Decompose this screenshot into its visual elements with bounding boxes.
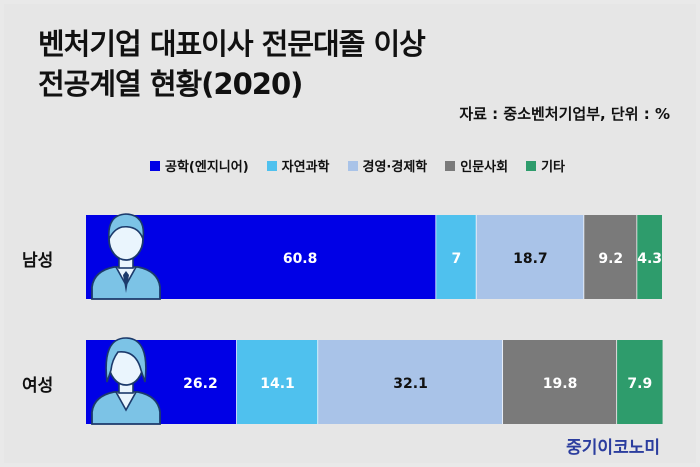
legend-swatch xyxy=(526,160,537,171)
legend: 공학(엔지니어) 자연과학 경영·경제학 인문사회 기타 xyxy=(150,156,565,175)
legend-item-business-economics: 경영·경제학 xyxy=(347,156,428,175)
legend-item-humanities-social: 인문사회 xyxy=(445,156,508,175)
legend-label: 공학(엔지니어) xyxy=(165,160,249,175)
legend-item-engineering: 공학(엔지니어) xyxy=(150,156,249,175)
source-note: 자료 : 중소벤처기업부, 단위 : % xyxy=(459,105,670,123)
bar-segment xyxy=(637,215,662,299)
legend-swatch xyxy=(445,160,456,171)
data-label: 9.2 xyxy=(598,251,623,267)
legend-label: 인문사회 xyxy=(460,160,509,175)
data-label: 7.9 xyxy=(627,376,652,392)
publisher-logo: 중기이코노미 xyxy=(566,438,660,458)
legend-swatch xyxy=(150,160,160,171)
row-label-female: 여성 xyxy=(22,376,54,396)
male-person-icon xyxy=(91,213,161,300)
female-person-icon xyxy=(91,337,161,425)
row-label-male: 남성 xyxy=(22,251,54,271)
bar-segment xyxy=(476,215,585,299)
legend-swatch xyxy=(266,160,277,171)
bar-segment xyxy=(318,340,504,424)
data-label: 7 xyxy=(451,251,461,267)
bar-segment xyxy=(236,340,319,424)
data-label: 26.2 xyxy=(183,376,218,392)
legend-label: 자연과학 xyxy=(281,160,330,175)
data-label: 60.8 xyxy=(283,251,318,267)
bar-segment xyxy=(436,215,477,299)
legend-label: 경영·경제학 xyxy=(362,160,428,175)
data-label: 4.3 xyxy=(637,251,662,267)
legend-label: 기타 xyxy=(541,160,566,175)
legend-item-natural-science: 자연과학 xyxy=(266,156,330,175)
data-label: 19.8 xyxy=(543,376,578,392)
title-line-1: 벤처기업 대표이사 전문대졸 이상 xyxy=(38,27,426,61)
title-line-2: 전공계열 현황(2020) xyxy=(38,67,303,101)
legend-swatch xyxy=(347,160,358,171)
bar-segment xyxy=(503,340,618,424)
data-label: 14.1 xyxy=(260,376,295,392)
legend-item-other: 기타 xyxy=(526,156,565,175)
bar-segment xyxy=(584,215,638,299)
bar-segment xyxy=(617,340,663,424)
chart-title: 벤처기업 대표이사 전문대졸 이상 전공계열 현황(2020) xyxy=(38,24,426,104)
data-label: 18.7 xyxy=(513,251,548,267)
data-label: 32.1 xyxy=(393,376,428,392)
